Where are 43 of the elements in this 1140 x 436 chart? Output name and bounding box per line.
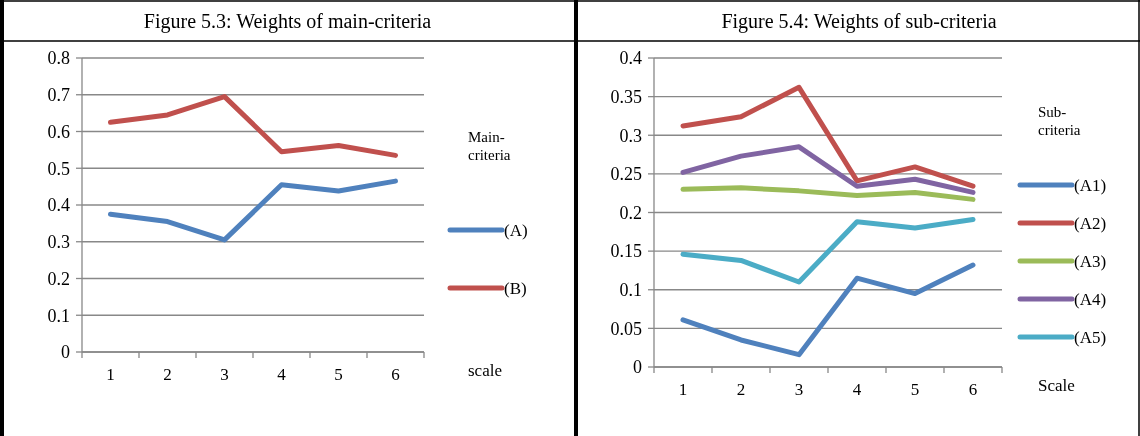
x-tick-label: 5 bbox=[334, 365, 343, 384]
legend-label: (B) bbox=[504, 278, 527, 298]
legend-label: (A4) bbox=[1074, 289, 1107, 309]
y-tick-label: 0.25 bbox=[610, 164, 642, 185]
y-tick-label: 0 bbox=[61, 342, 70, 363]
legend-label: (A3) bbox=[1074, 251, 1107, 271]
legend-label: (A5) bbox=[1074, 327, 1107, 347]
y-tick-label: 0.35 bbox=[610, 86, 642, 107]
x-axis-title: Scale bbox=[1038, 376, 1075, 395]
chart-title: Figure 5.3: Weights of main-criteria bbox=[143, 10, 432, 33]
x-axis-title: scale bbox=[468, 361, 502, 380]
legend-title: Main-criteria bbox=[468, 129, 511, 163]
x-tick-label: 6 bbox=[968, 380, 978, 399]
x-tick-label: 5 bbox=[910, 380, 920, 399]
x-tick-label: 1 bbox=[678, 380, 688, 399]
y-tick-label: 0.05 bbox=[610, 318, 642, 339]
x-tick-label: 3 bbox=[220, 365, 229, 384]
x-tick-label: 1 bbox=[106, 365, 115, 384]
x-tick-label: 3 bbox=[794, 380, 804, 399]
x-tick-label: 4 bbox=[852, 380, 862, 399]
y-tick-label: 0.7 bbox=[47, 85, 70, 106]
y-tick-label: 0.6 bbox=[47, 121, 70, 142]
y-tick-label: 0.1 bbox=[619, 280, 642, 301]
y-tick-label: 0.2 bbox=[619, 202, 642, 223]
y-tick-label: 0.3 bbox=[619, 125, 642, 146]
x-tick-label: 2 bbox=[736, 380, 746, 399]
y-tick-label: 0.5 bbox=[47, 158, 70, 179]
legend-label: (A2) bbox=[1074, 213, 1107, 233]
y-tick-label: 0 bbox=[633, 357, 642, 378]
legend-label: (A) bbox=[504, 220, 528, 240]
chart-title: Figure 5.4: Weights of sub-criteria bbox=[721, 10, 997, 33]
legend-label: (A1) bbox=[1074, 175, 1107, 195]
y-tick-label: 0.8 bbox=[47, 48, 70, 69]
y-tick-label: 0.3 bbox=[47, 232, 70, 253]
legend-title: Sub-criteria bbox=[1038, 104, 1081, 138]
x-tick-label: 4 bbox=[277, 365, 287, 384]
y-tick-label: 0.4 bbox=[619, 48, 642, 69]
y-tick-label: 0.4 bbox=[47, 195, 70, 216]
x-tick-label: 2 bbox=[163, 365, 172, 384]
y-tick-label: 0.15 bbox=[610, 241, 642, 262]
y-tick-label: 0.2 bbox=[47, 268, 70, 289]
y-tick-label: 0.1 bbox=[47, 305, 70, 326]
x-tick-label: 6 bbox=[391, 365, 400, 384]
